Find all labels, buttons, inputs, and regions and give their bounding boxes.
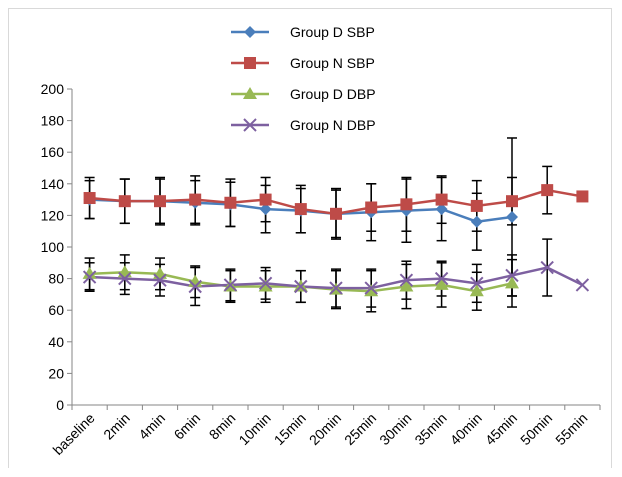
group-n-sbp-point (576, 190, 589, 203)
legend-swatch-marker (243, 87, 257, 99)
group-n-dbp-point (223, 278, 238, 292)
x-tick-label: 4min (135, 410, 168, 443)
group-n-sbp-point (506, 195, 518, 208)
y-tick-label: 200 (41, 81, 65, 97)
y-tick-label: 180 (41, 113, 65, 129)
y-tick-label: 100 (41, 239, 65, 255)
x-axis-ticks: baseline 2min 4min 6min 8min10min15min20min2… (50, 405, 601, 458)
legend-item-group-n-dbp: Group N DBP (231, 117, 376, 133)
group-n-dbp-point (82, 270, 97, 284)
x-tick-label: 25min (341, 410, 379, 448)
legend-label: Group N DBP (290, 117, 376, 133)
group-d-sbp-point (506, 210, 518, 223)
x-tick-label: 2min (100, 410, 133, 443)
series-markers (82, 184, 590, 297)
legend-label: Group D SBP (290, 24, 375, 40)
group-n-sbp-point (294, 203, 307, 216)
y-tick-label: 60 (48, 302, 64, 318)
group-n-dbp-point (364, 281, 378, 295)
group-n-sbp-point (435, 193, 448, 206)
y-tick-label: 120 (41, 207, 65, 223)
x-tick-label: 35min (411, 410, 449, 448)
group-n-dbp-point (470, 276, 484, 291)
group-n-sbp-point (154, 195, 166, 208)
group-d-sbp-point (470, 215, 483, 228)
group-d-dbp-point (505, 276, 519, 289)
legend-swatch-marker (243, 118, 257, 132)
group-n-sbp-point (189, 193, 202, 206)
group-n-dbp-point (258, 276, 273, 291)
y-tick-label: 20 (48, 365, 64, 381)
y-tick-label: 80 (48, 271, 64, 287)
legend-swatch-marker (244, 57, 256, 69)
y-tick-label: 0 (56, 397, 64, 413)
group-n-sbp-point (541, 184, 554, 197)
group-d-sbp-point (435, 203, 448, 216)
x-tick-label: 55min (552, 410, 590, 448)
legend-item-group-d-dbp: Group D DBP (231, 86, 376, 102)
legend-item-group-d-sbp: Group D SBP (231, 24, 375, 40)
y-tick-label: 40 (48, 334, 64, 350)
group-d-sbp-point (259, 203, 272, 216)
group-n-dbp-point (540, 260, 554, 275)
group-d-dbp-point (364, 284, 379, 297)
group-n-dbp-point (329, 281, 343, 295)
group-n-sbp-point (330, 207, 342, 220)
group-n-sbp-point (400, 198, 413, 211)
x-tick-label: 6min (171, 410, 204, 443)
x-tick-label: 30min (376, 410, 414, 448)
axes (71, 89, 600, 406)
group-n-sbp-point (470, 199, 483, 212)
group-n-sbp-point (365, 201, 378, 214)
x-tick-label: 20min (306, 410, 344, 448)
group-d-dbp-point (434, 277, 449, 290)
group-d-dbp-point (258, 279, 273, 292)
legend-label: Group N SBP (290, 55, 375, 71)
x-tick-label: 10min (235, 410, 273, 448)
x-tick-label: 40min (447, 410, 485, 448)
x-tick-label: baseline (50, 410, 98, 458)
group-n-sbp-point (224, 196, 237, 209)
x-tick-label: 15min (271, 410, 309, 448)
group-d-dbp-point (82, 266, 97, 279)
y-tick-label: 140 (41, 176, 65, 192)
group-n-dbp-point (294, 279, 308, 294)
group-n-sbp-point (118, 195, 131, 208)
group-d-dbp-point (469, 284, 484, 297)
y-tick-label: 160 (41, 144, 65, 160)
group-n-sbp-point (259, 193, 272, 206)
x-tick-label: 45min (482, 410, 520, 448)
chart-frame (8, 8, 612, 468)
group-n-dbp-point (575, 278, 590, 292)
group-n-dbp-point (399, 273, 414, 287)
x-tick-label: 8min (206, 410, 239, 443)
legend-item-group-n-sbp: Group N SBP (231, 55, 375, 71)
x-tick-label: 50min (517, 410, 555, 448)
group-d-dbp-point (399, 279, 414, 292)
legend-label: Group D DBP (290, 86, 376, 102)
legend-swatch-marker (244, 26, 256, 38)
y-axis-ticks: 0 20 40 60 80 100 120 140 160 180 200 (41, 81, 72, 413)
group-n-dbp-point (188, 279, 202, 294)
group-n-sbp-point (83, 192, 96, 205)
group-n-dbp-point (434, 271, 449, 286)
legend: Group D SBP Group N SBP Group D DBP Group N… (231, 24, 376, 133)
group-n-dbp-point (118, 271, 132, 286)
group-n-dbp-point (153, 273, 167, 287)
group-n-dbp-point (505, 268, 519, 283)
